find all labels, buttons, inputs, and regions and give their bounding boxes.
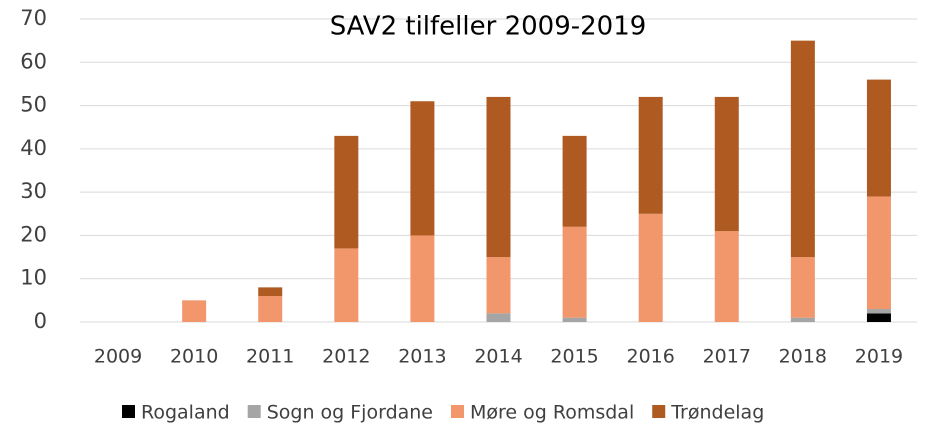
bar-segment — [714, 96, 739, 232]
x-tick-label: 2013 — [398, 346, 446, 368]
bar-segment — [866, 79, 891, 197]
x-tick-label: 2012 — [322, 346, 370, 368]
bar-segment — [562, 135, 587, 227]
legend-swatch — [451, 405, 464, 418]
bar-segment — [790, 257, 815, 318]
bar-segment — [334, 135, 359, 249]
bar-segment — [562, 317, 587, 322]
y-tick-label: 40 — [20, 136, 47, 160]
legend-label: Møre og Romsdal — [470, 402, 634, 424]
chart-title: SAV2 tilfeller 2009-2019 — [330, 12, 647, 42]
y-tick-label: 0 — [34, 309, 47, 333]
bar-segment — [334, 248, 359, 322]
x-tick-label: 2018 — [779, 346, 827, 368]
legend-swatch — [652, 405, 666, 418]
bar-segment — [486, 257, 511, 314]
y-tick-label: 10 — [20, 266, 47, 290]
legend-swatch — [247, 405, 261, 418]
bar-segment — [638, 96, 663, 214]
bar-segment — [790, 317, 815, 322]
x-tick-label: 2011 — [246, 346, 294, 368]
x-tick-label: 2019 — [855, 346, 903, 368]
bar-segment — [410, 101, 435, 236]
bar-segment — [182, 300, 207, 322]
legend-label: Sogn og Fjordane — [267, 402, 433, 424]
legend-swatch — [122, 405, 135, 418]
bar-segment — [638, 213, 663, 322]
y-tick-label: 60 — [20, 49, 47, 73]
legend: Rogaland Sogn og Fjordane Møre og Romsdal T… — [122, 402, 764, 424]
bar-segment — [486, 313, 511, 322]
bar-segment — [562, 226, 587, 318]
bar-segment — [790, 40, 815, 258]
x-tick-label: 2009 — [94, 346, 142, 368]
bar-segment — [866, 309, 891, 314]
x-tick-label: 2015 — [550, 346, 598, 368]
plot: 0 10 20 30 40 50 60 70 2009 2010 2011 2012 2013 2014 2… — [20, 6, 917, 424]
bar-segment — [866, 313, 891, 322]
x-tick-label: 2014 — [474, 346, 522, 368]
y-tick-label: 20 — [20, 222, 47, 246]
x-tick-label: 2017 — [703, 346, 751, 368]
x-tick-label: 2010 — [170, 346, 218, 368]
bar-segment — [866, 196, 891, 310]
x-tick-label: 2016 — [627, 346, 675, 368]
y-tick-label: 50 — [20, 93, 47, 117]
bar-segment — [486, 96, 511, 258]
bar-segment — [258, 287, 283, 297]
legend-label: Rogaland — [141, 402, 230, 424]
bar-segment — [714, 231, 739, 322]
bar-segment — [258, 296, 283, 322]
y-tick-label: 30 — [20, 179, 47, 203]
y-tick-label: 70 — [20, 6, 47, 30]
legend-label: Trøndelag — [670, 402, 764, 424]
bar-segment — [410, 235, 435, 322]
